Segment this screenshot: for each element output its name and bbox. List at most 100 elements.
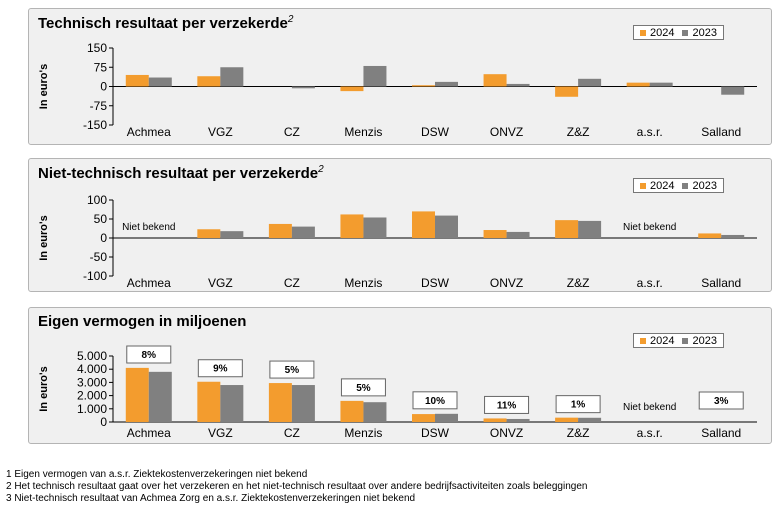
footnote-2: 2 Het technisch resultaat gaat over het …	[6, 481, 588, 492]
chart-legend: 2024 2023	[633, 333, 724, 348]
legend-label-2024: 2024	[650, 334, 675, 347]
y-tick-label: 3.000	[77, 375, 107, 389]
percentage-box	[269, 360, 315, 379]
legend-label-2024: 2024	[650, 26, 675, 39]
bar-2024	[483, 418, 507, 422]
footnotes: 1 Eigen vermogen van a.s.r. Ziektekosten…	[6, 469, 587, 505]
legend-swatch-2023	[682, 182, 689, 189]
percentage-label: 1%	[571, 400, 586, 411]
bar-2023	[578, 220, 602, 238]
x-tick-label: VGZ	[208, 125, 233, 139]
x-tick-label: ONVZ	[490, 426, 523, 440]
x-tick-label: VGZ	[208, 426, 233, 440]
percentage-box	[126, 345, 172, 364]
x-tick-label: a.s.r.	[637, 426, 663, 440]
legend-label-2023: 2023	[692, 334, 717, 347]
bar-2024	[555, 417, 579, 422]
y-axis-title: In euro's	[38, 64, 50, 109]
x-tick-label: Salland	[701, 276, 741, 290]
x-tick-label: a.s.r.	[637, 125, 663, 139]
bar-2023	[649, 82, 673, 87]
bar-2023	[148, 371, 172, 422]
legend-label-2023: 2023	[692, 179, 717, 192]
bar-2024	[268, 383, 292, 422]
bar-2023	[721, 86, 745, 95]
percentage-box	[698, 391, 744, 410]
percentage-label: 5%	[356, 383, 371, 394]
chart-panel-niet-technisch-resultaat: Niet-technisch resultaat per verzekerde2…	[28, 158, 772, 292]
y-tick-label: 0	[100, 80, 107, 94]
legend-label-2024: 2024	[650, 179, 675, 192]
chart-panel-eigen-vermogen: Eigen vermogen in miljoenen 2024 2023 In…	[28, 307, 772, 444]
percentage-box	[412, 391, 458, 410]
y-tick-label: 0	[100, 415, 107, 429]
bar-2024	[555, 86, 579, 97]
percentage-box	[555, 395, 601, 414]
percentage-label: 5%	[285, 365, 300, 376]
legend-swatch-2023	[682, 29, 689, 36]
bar-2023	[291, 385, 315, 422]
bar-2023	[363, 402, 387, 422]
x-tick-label: a.s.r.	[637, 276, 663, 290]
bar-2024	[197, 381, 221, 422]
bar-2024	[483, 230, 507, 238]
bar-2023	[435, 81, 458, 87]
chart-title: Niet-technisch resultaat per verzekerde2	[38, 164, 324, 182]
bar-2024	[483, 74, 507, 87]
bar-2023	[291, 86, 315, 89]
bar-2024	[340, 400, 364, 422]
x-tick-label: Z&Z	[567, 426, 590, 440]
x-tick-label: Menzis	[344, 276, 382, 290]
bar-2024	[698, 233, 722, 238]
bar-2023	[721, 234, 745, 238]
legend-swatch-2024	[640, 29, 646, 36]
bar-2023	[578, 417, 602, 422]
percentage-box	[197, 359, 243, 378]
y-axis-title: In euro's	[38, 366, 50, 411]
percentage-box	[340, 378, 386, 397]
percentage-label: 10%	[425, 396, 445, 407]
y-tick-label: 50	[94, 212, 108, 226]
bar-2024	[340, 86, 364, 92]
footnote-3: 3 Niet-technisch resultaat van Achmea Zo…	[6, 493, 416, 504]
x-tick-label: Salland	[701, 426, 741, 440]
legend-label-2023: 2023	[692, 26, 717, 39]
x-tick-label: CZ	[284, 426, 300, 440]
chart-plot-area: In euro's 100 50 0 -50 -100 Achmea VGZ CZ Menzis D…	[38, 193, 757, 290]
x-tick-label: CZ	[284, 125, 300, 139]
y-tick-label: -50	[90, 250, 108, 264]
chart-plot-area: In euro's 150 75 0 -75 -150 Achmea VGZ CZ Menzis D…	[38, 41, 757, 139]
x-tick-label: ONVZ	[490, 125, 523, 139]
chart-panel-technisch-resultaat: Technisch resultaat per verzekerde2 2024…	[28, 8, 772, 145]
bar-2023	[148, 77, 172, 87]
y-axis-title: In euro's	[38, 215, 50, 260]
chart-legend: 2024 2023	[633, 25, 724, 40]
y-tick-label: 100	[87, 193, 107, 207]
y-tick-label: 4.000	[77, 362, 107, 376]
percentage-label: 11%	[497, 400, 517, 411]
y-tick-label: -75	[90, 99, 108, 113]
bar-2024	[197, 229, 221, 238]
y-tick-label: 1.000	[77, 402, 107, 416]
x-tick-label: Menzis	[344, 426, 382, 440]
annotation-niet-bekend: Niet bekend	[623, 222, 676, 233]
bar-2023	[435, 215, 458, 238]
bar-2024	[125, 367, 149, 422]
y-tick-label: 5.000	[77, 349, 107, 363]
x-tick-label: VGZ	[208, 276, 233, 290]
bar-2023	[363, 217, 387, 238]
bar-2024	[125, 74, 149, 87]
bar-2024	[412, 211, 435, 238]
percentage-label: 3%	[714, 396, 729, 407]
annotation-niet-bekend: Niet bekend	[623, 402, 676, 413]
x-tick-label: DSW	[421, 125, 450, 139]
bar-2024	[197, 76, 221, 87]
percentage-label: 8%	[142, 350, 157, 361]
y-tick-label: 150	[87, 41, 107, 55]
chart-title: Technisch resultaat per verzekerde2	[38, 14, 294, 32]
x-tick-label: Salland	[701, 125, 741, 139]
percentage-box	[484, 395, 530, 414]
bar-2023	[363, 65, 387, 87]
bar-2023	[291, 226, 315, 238]
x-tick-label: CZ	[284, 276, 300, 290]
